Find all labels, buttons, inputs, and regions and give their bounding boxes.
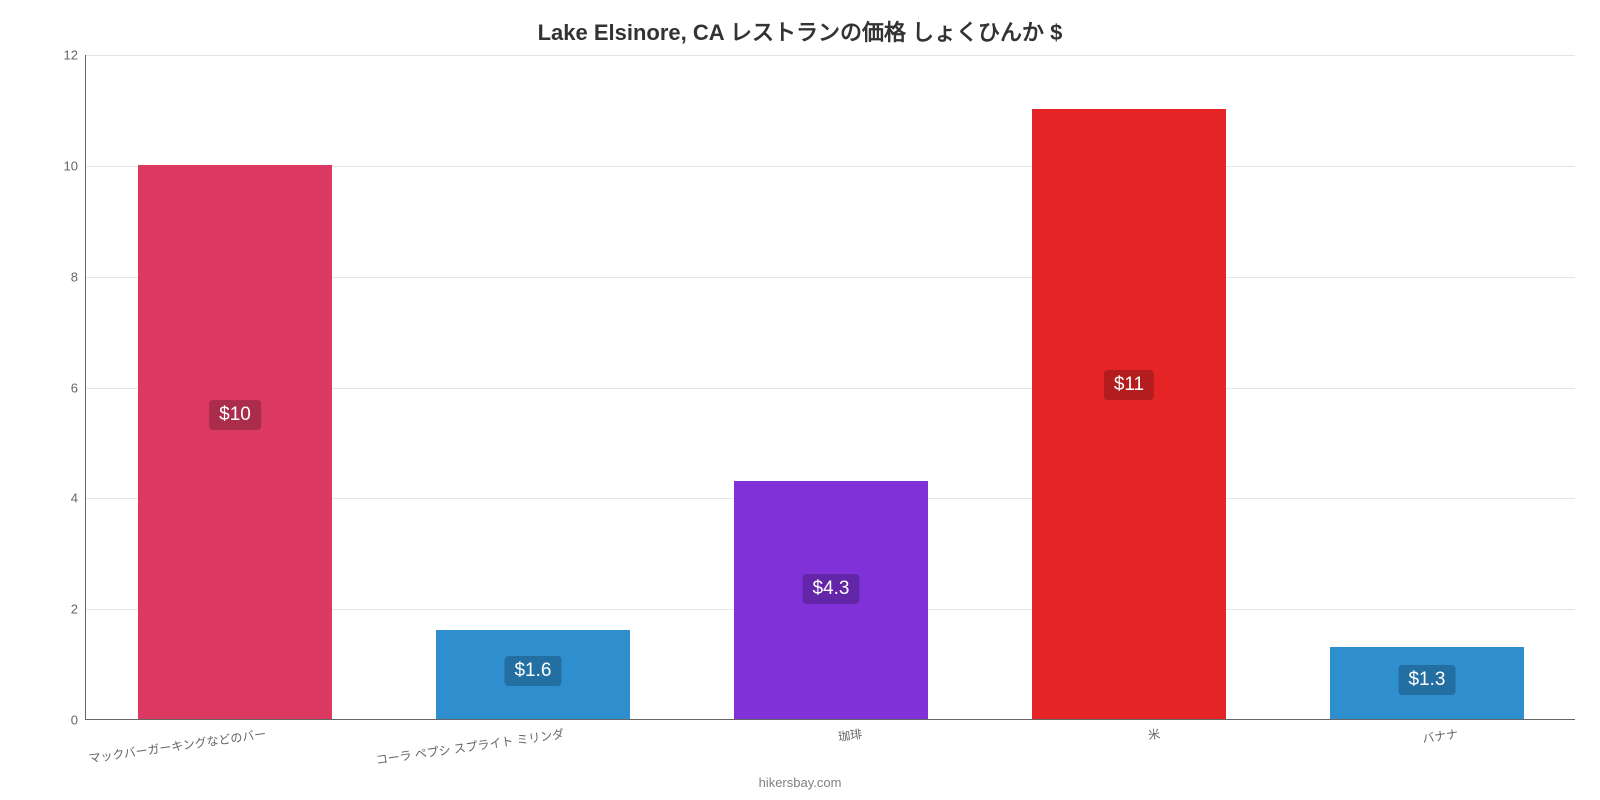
bar: $1.6 bbox=[436, 630, 630, 719]
bar: $4.3 bbox=[734, 481, 928, 719]
value-badge: $10 bbox=[209, 400, 261, 430]
value-badge: $1.3 bbox=[1398, 665, 1455, 695]
x-tick-label: バナナ bbox=[1420, 719, 1459, 747]
y-tick-label: 2 bbox=[71, 602, 86, 617]
value-badge: $11 bbox=[1104, 370, 1154, 400]
x-tick-label: 珈琲 bbox=[836, 719, 863, 745]
bar: $10 bbox=[138, 165, 332, 719]
value-badge: $1.6 bbox=[504, 656, 561, 686]
gridline bbox=[86, 55, 1575, 56]
value-badge: $4.3 bbox=[802, 574, 859, 604]
x-tick-label: 米 bbox=[1146, 719, 1161, 743]
bar: $11 bbox=[1032, 109, 1226, 719]
y-tick-label: 12 bbox=[64, 48, 86, 63]
y-tick-label: 8 bbox=[71, 269, 86, 284]
x-tick-label: マックバーガーキングなどのバー bbox=[87, 719, 268, 767]
bar: $1.3 bbox=[1330, 647, 1524, 719]
y-tick-label: 10 bbox=[64, 158, 86, 173]
footer-credit: hikersbay.com bbox=[0, 775, 1600, 790]
y-tick-label: 6 bbox=[71, 380, 86, 395]
chart-title: Lake Elsinore, CA レストランの価格 しょくひんか $ bbox=[0, 15, 1600, 47]
y-tick-label: 4 bbox=[71, 491, 86, 506]
y-tick-label: 0 bbox=[71, 713, 86, 728]
plot-area: 024681012$10マックバーガーキングなどのバー$1.6コーラ ペプシ ス… bbox=[85, 55, 1575, 720]
x-tick-label: コーラ ペプシ スプライト ミリンダ bbox=[374, 719, 565, 768]
